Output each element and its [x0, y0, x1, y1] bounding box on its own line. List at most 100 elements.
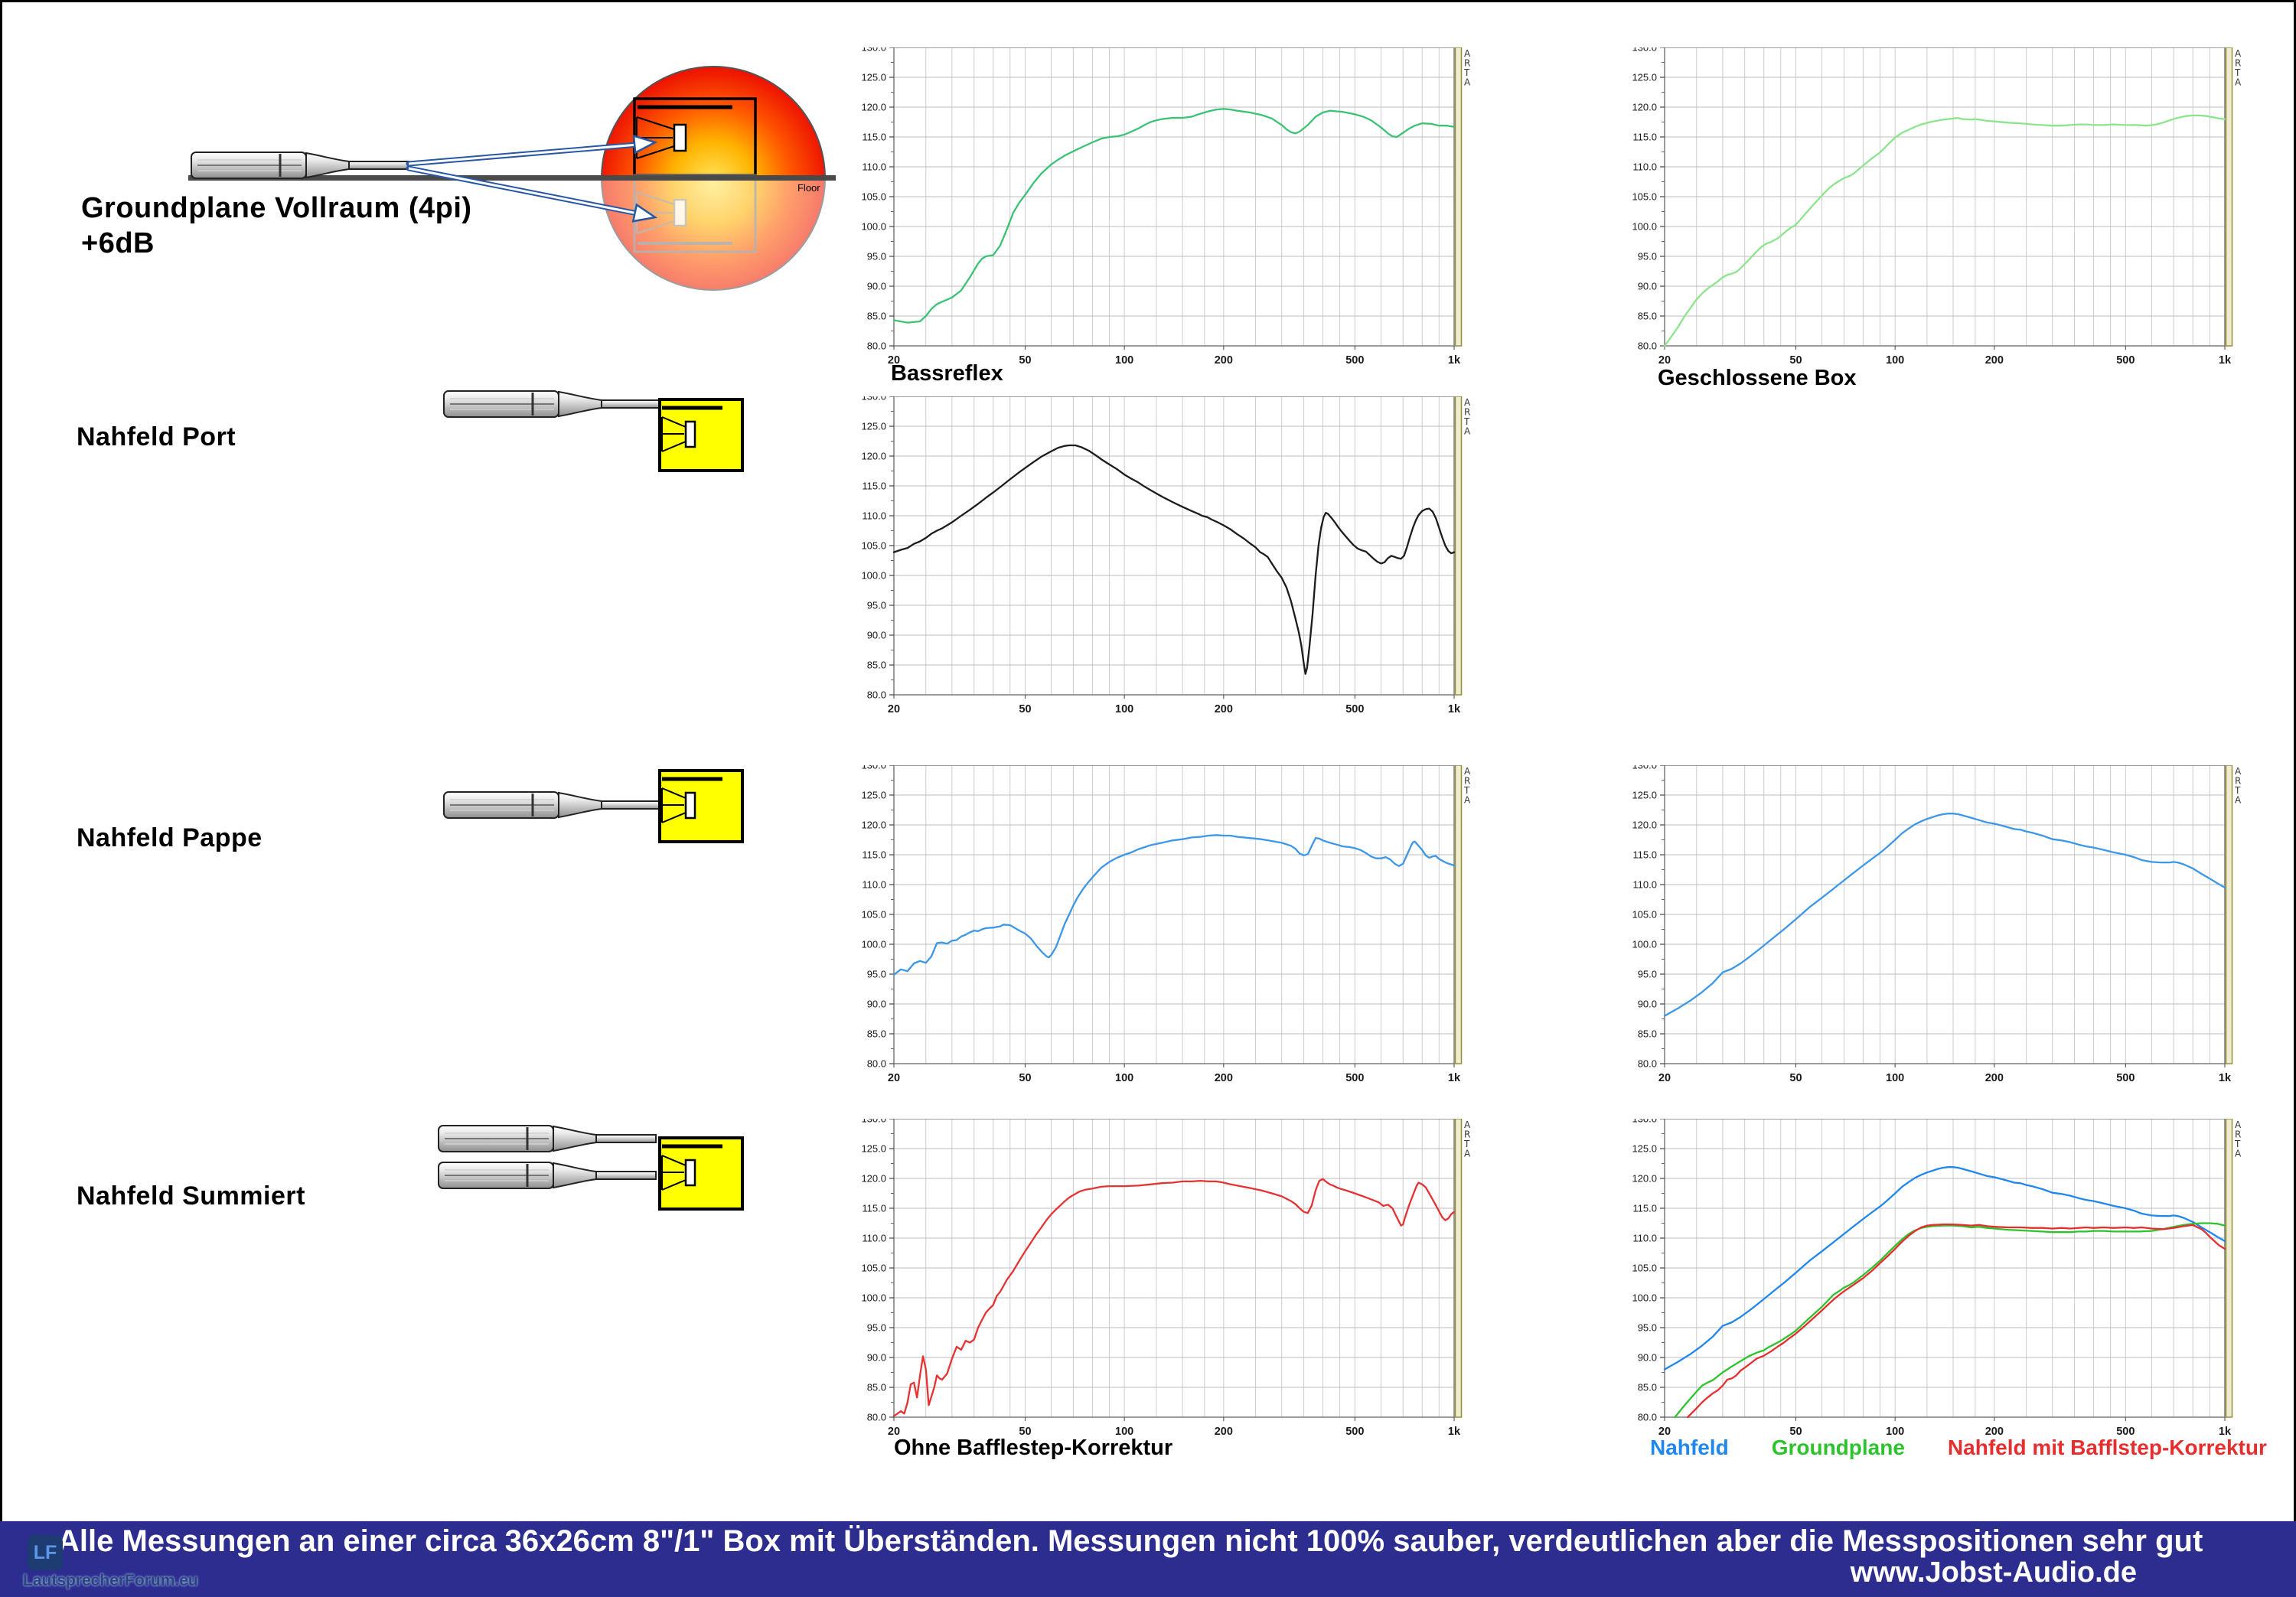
x-tick-label: 50: [1019, 703, 1031, 715]
y-tick-label: 80.0: [867, 1058, 886, 1070]
y-tick-label: 95.0: [1638, 1322, 1657, 1334]
arrow-to-box-icon: [406, 134, 658, 167]
x-tick-label: 500: [2116, 1072, 2135, 1084]
y-tick-label: 115.0: [1632, 132, 1657, 143]
footer-banner: Alle Messungen an einer circa 36x26cm 8"…: [0, 1521, 2296, 1597]
arta-side-strip: [2225, 1119, 2233, 1418]
lautsprecherforum-logo: LF: [28, 1535, 63, 1570]
row3-label: Nahfeld Pappe: [77, 823, 263, 852]
row4-label: Nahfeld Summiert: [77, 1181, 305, 1211]
y-tick-label: 90.0: [1638, 281, 1657, 292]
y-tick-label: 95.0: [867, 1322, 886, 1334]
svg-text:T: T: [2234, 67, 2241, 78]
chart-nahfeld-pappe: A R T A 130.0 125.0 120.0 115.0 110.0 105.0 100.0 9…: [844, 765, 1477, 1085]
y-tick-label: 80.0: [1638, 341, 1657, 352]
y-tick-label: 95.0: [867, 600, 886, 611]
row1-label-line1: Groundplane Vollraum (4pi): [81, 192, 472, 224]
y-tick-label: 100.0: [861, 221, 886, 233]
y-tick-label: 95.0: [1638, 969, 1657, 980]
svg-text:A: A: [1464, 1149, 1471, 1159]
grid-layer: [894, 396, 1454, 695]
legend-item-korrektur: Nahfeld mit Bafflstep-Korrektur: [1947, 1436, 2267, 1459]
y-tick-label: 105.0: [861, 540, 886, 552]
svg-text:A: A: [1464, 1120, 1471, 1130]
x-tick-label: 500: [2116, 1426, 2135, 1438]
svg-text:A: A: [1464, 48, 1471, 59]
x-tick-label: 1k: [1448, 354, 1461, 367]
y-tick-label: 110.0: [862, 510, 886, 522]
chart-bassreflex: A R T A 130.0 125.0 120.0 115.0 110.0 105.0 100.0 9…: [844, 47, 1477, 367]
x-axis-labels: 20 50 100 200 500 1k: [1658, 346, 2232, 367]
y-tick-label: 120.0: [861, 102, 886, 113]
speaker-box-icon: [658, 1136, 744, 1211]
arta-side-strip: [2225, 765, 2233, 1064]
chart-title-geschlossene-box: Geschlossene Box: [1658, 366, 1857, 390]
y-tick-label: 120.0: [1632, 820, 1657, 831]
y-tick-label: 95.0: [867, 969, 886, 980]
chart-title-bassreflex: Bassreflex: [891, 361, 1003, 386]
x-tick-label: 50: [1019, 1072, 1031, 1084]
mirrored-box-icon: [633, 174, 757, 253]
y-tick-label: 110.0: [1632, 1233, 1657, 1244]
svg-text:R: R: [2235, 776, 2241, 787]
svg-text:A: A: [1464, 766, 1471, 777]
svg-text:A: A: [2235, 766, 2242, 777]
y-axis-labels: 130.0 125.0 120.0 115.0 110.0 105.0 100.0 95.0 9…: [1632, 47, 1665, 352]
svg-text:A: A: [2235, 1149, 2242, 1159]
svg-text:T: T: [1463, 785, 1470, 796]
x-tick-label: 20: [1658, 1426, 1671, 1438]
y-tick-label: 100.0: [861, 939, 886, 950]
grid-layer: [894, 47, 1454, 346]
chart-vergleich: A R T A 130.0 125.0 120.0 115.0 110.0 105.0 100.0 9…: [1615, 1119, 2248, 1439]
series-Nahfeld: [1663, 1166, 2226, 1370]
y-tick-label: 125.0: [1632, 72, 1657, 83]
arta-side-strip: [1454, 396, 1463, 696]
y-tick-label: 85.0: [867, 1028, 886, 1040]
grid-layer: [1665, 765, 2225, 1064]
footer-caption: Alle Messungen an einer circa 36x26cm 8"…: [57, 1524, 2203, 1558]
y-tick-label: 130.0: [861, 765, 886, 771]
x-axis-labels: 20 50 100 200 500 1k: [888, 1064, 1461, 1084]
y-tick-label: 105.0: [1632, 191, 1657, 203]
x-tick-label: 50: [1019, 354, 1031, 367]
y-tick-label: 80.0: [867, 1412, 886, 1423]
svg-text:T: T: [1463, 416, 1470, 427]
arta-side-strip: [2225, 47, 2233, 347]
y-tick-label: 85.0: [1638, 1382, 1657, 1393]
speaker-box-icon: [658, 769, 744, 843]
y-tick-label: 130.0: [1632, 47, 1657, 54]
y-tick-label: 125.0: [861, 790, 886, 801]
x-axis-labels: 20 50 100 200 500 1k: [1658, 1064, 2232, 1084]
x-tick-label: 100: [1886, 1426, 1904, 1438]
y-tick-label: 90.0: [867, 999, 886, 1010]
y-tick-label: 130.0: [861, 396, 886, 403]
x-tick-label: 50: [1789, 354, 1802, 367]
y-tick-label: 85.0: [1638, 1028, 1657, 1040]
y-tick-label: 120.0: [861, 451, 886, 462]
microphone-icon: [442, 790, 664, 820]
svg-text:R: R: [2235, 58, 2241, 69]
y-tick-label: 115.0: [862, 481, 886, 492]
floor-label: Floor: [797, 182, 820, 194]
x-axis-labels: 20 50 100 200 500 1k: [888, 346, 1461, 367]
y-tick-label: 120.0: [1632, 1173, 1657, 1185]
arta-side-strip: [1454, 47, 1463, 347]
y-tick-label: 130.0: [861, 47, 886, 54]
x-tick-label: 1k: [2219, 1426, 2232, 1438]
x-axis-labels: 20 50 100 200 500 1k: [888, 1417, 1461, 1438]
x-tick-label: 100: [1115, 1072, 1133, 1084]
x-tick-label: 200: [1985, 1426, 2004, 1438]
svg-text:A: A: [1464, 426, 1471, 437]
y-tick-label: 90.0: [867, 630, 886, 641]
x-tick-label: 1k: [2219, 1072, 2232, 1084]
x-tick-label: 200: [1215, 1426, 1233, 1438]
y-tick-label: 90.0: [1638, 1352, 1657, 1364]
y-axis-labels: 130.0 125.0 120.0 115.0 110.0 105.0 100.0 95.0 9…: [861, 765, 894, 1070]
row2-label: Nahfeld Port: [77, 422, 236, 451]
y-tick-label: 110.0: [862, 879, 886, 891]
